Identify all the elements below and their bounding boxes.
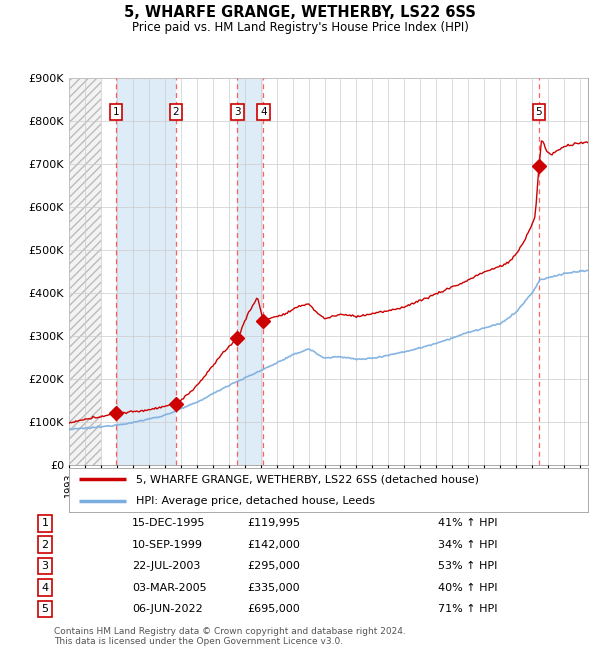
Text: 4: 4 xyxy=(41,582,49,593)
Text: 5: 5 xyxy=(41,604,49,614)
Text: 4: 4 xyxy=(260,107,266,118)
Text: 10-SEP-1999: 10-SEP-1999 xyxy=(132,540,203,550)
Text: 41% ↑ HPI: 41% ↑ HPI xyxy=(438,518,497,528)
Text: 5, WHARFE GRANGE, WETHERBY, LS22 6SS (detached house): 5, WHARFE GRANGE, WETHERBY, LS22 6SS (de… xyxy=(136,474,479,484)
Text: £119,995: £119,995 xyxy=(247,518,300,528)
Text: 34% ↑ HPI: 34% ↑ HPI xyxy=(438,540,497,550)
Text: HPI: Average price, detached house, Leeds: HPI: Average price, detached house, Leed… xyxy=(136,496,376,506)
Text: 1: 1 xyxy=(113,107,119,118)
Bar xyxy=(69,78,101,465)
Bar xyxy=(69,78,101,465)
Text: Contains HM Land Registry data © Crown copyright and database right 2024.: Contains HM Land Registry data © Crown c… xyxy=(54,627,406,636)
Text: 2: 2 xyxy=(173,107,179,118)
Text: 1: 1 xyxy=(41,518,49,528)
Bar xyxy=(116,78,176,465)
Text: 2: 2 xyxy=(41,540,49,550)
Text: Price paid vs. HM Land Registry's House Price Index (HPI): Price paid vs. HM Land Registry's House … xyxy=(131,21,469,34)
Text: 71% ↑ HPI: 71% ↑ HPI xyxy=(438,604,497,614)
Text: 53% ↑ HPI: 53% ↑ HPI xyxy=(438,561,497,571)
Text: £335,000: £335,000 xyxy=(247,582,300,593)
Text: 3: 3 xyxy=(41,561,49,571)
Text: 5, WHARFE GRANGE, WETHERBY, LS22 6SS: 5, WHARFE GRANGE, WETHERBY, LS22 6SS xyxy=(124,5,476,20)
Text: 15-DEC-1995: 15-DEC-1995 xyxy=(132,518,205,528)
Text: £295,000: £295,000 xyxy=(247,561,300,571)
Text: This data is licensed under the Open Government Licence v3.0.: This data is licensed under the Open Gov… xyxy=(54,637,343,646)
Text: £695,000: £695,000 xyxy=(247,604,300,614)
Text: 03-MAR-2005: 03-MAR-2005 xyxy=(132,582,206,593)
Text: 22-JUL-2003: 22-JUL-2003 xyxy=(132,561,200,571)
Bar xyxy=(238,78,263,465)
Text: £142,000: £142,000 xyxy=(247,540,300,550)
Text: 40% ↑ HPI: 40% ↑ HPI xyxy=(438,582,497,593)
Text: 3: 3 xyxy=(234,107,241,118)
Text: 06-JUN-2022: 06-JUN-2022 xyxy=(132,604,203,614)
Text: 5: 5 xyxy=(536,107,542,118)
